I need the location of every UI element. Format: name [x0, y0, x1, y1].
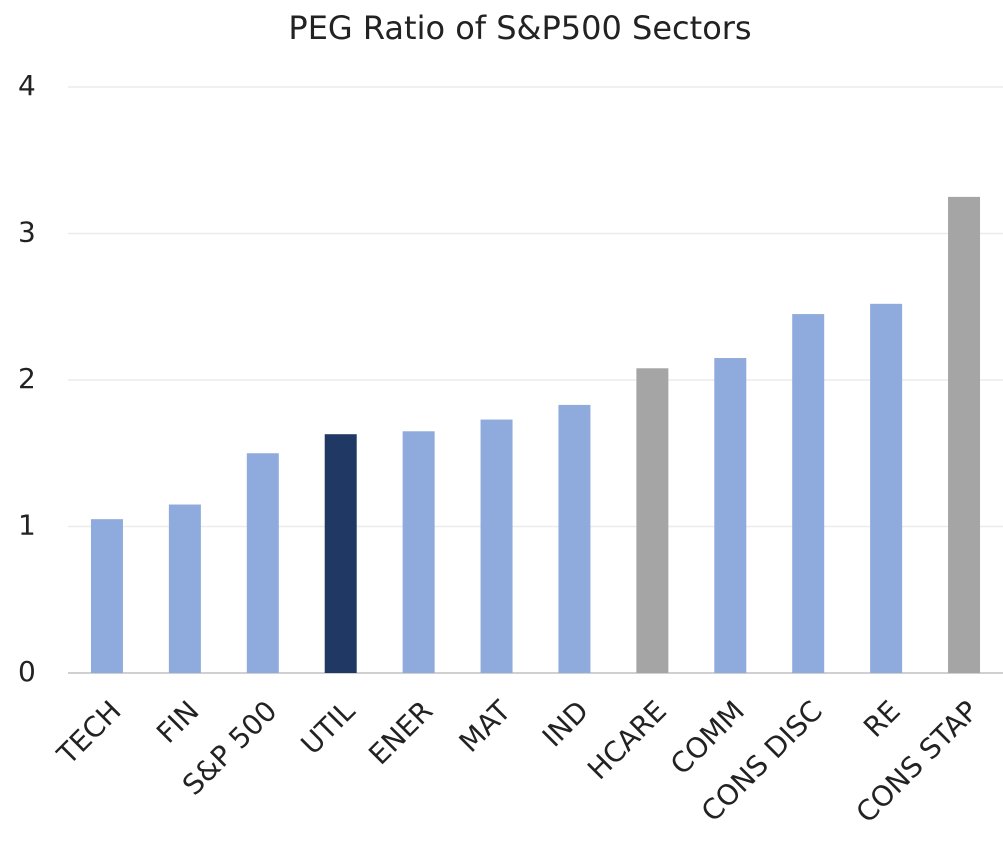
bar — [636, 368, 669, 673]
chart-title: PEG Ratio of S&P500 Sectors — [288, 9, 751, 47]
bar — [90, 519, 123, 673]
x-tick-label: MAT — [453, 694, 518, 759]
bar — [714, 358, 747, 673]
bar — [792, 314, 825, 673]
y-tick-label: 3 — [18, 216, 36, 249]
x-tick-label: HCARE — [581, 694, 673, 786]
x-tick-label: IND — [536, 694, 595, 753]
x-tick-label: UTIL — [295, 694, 362, 761]
y-tick-label: 1 — [18, 509, 36, 542]
bar — [948, 196, 981, 673]
bar — [480, 419, 513, 673]
bar — [324, 434, 357, 673]
y-tick-label: 0 — [18, 655, 36, 688]
x-tick-label: TECH — [50, 694, 127, 771]
bar — [558, 404, 591, 673]
bar — [168, 504, 201, 673]
bar — [402, 431, 435, 673]
x-tick-label: ENER — [362, 694, 439, 771]
y-tick-label: 4 — [18, 69, 36, 102]
bar — [870, 303, 903, 673]
x-tick-label: RE — [857, 694, 907, 744]
y-tick-label: 2 — [18, 362, 36, 395]
bar — [246, 453, 279, 673]
x-tick-label: FIN — [150, 694, 205, 749]
